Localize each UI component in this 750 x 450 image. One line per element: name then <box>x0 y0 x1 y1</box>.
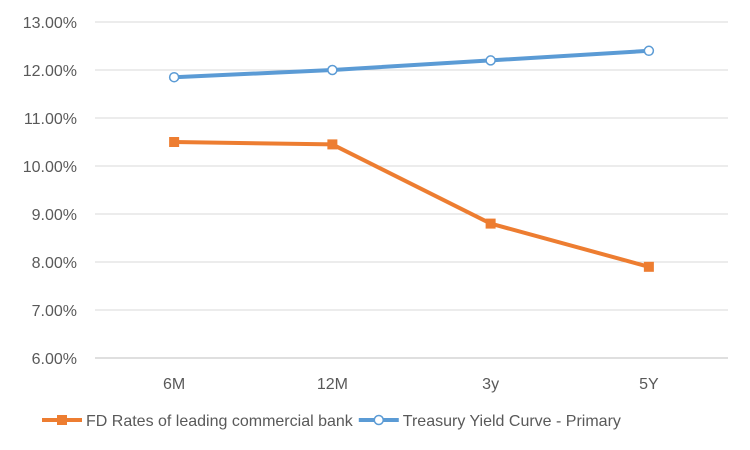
legend-marker <box>57 415 67 425</box>
legend-label: FD Rates of leading commercial bank <box>86 413 354 430</box>
data-point <box>485 218 496 229</box>
y-tick-label: 10.00% <box>23 159 77 176</box>
legend-item: FD Rates of leading commercial bank <box>42 413 354 430</box>
data-point <box>169 137 180 147</box>
series-line <box>172 48 651 80</box>
x-tick-label: 6M <box>163 376 185 393</box>
legend-label: Treasury Yield Curve - Primary <box>403 413 621 430</box>
data-point <box>168 71 180 83</box>
legend: FD Rates of leading commercial bank Treas… <box>42 413 621 430</box>
series-line <box>172 140 651 269</box>
x-tick-label: 3y <box>482 376 499 393</box>
y-axis: 6.00% 7.00% 8.00% 9.00% 10.00% 11.00% 12.00% 13… <box>23 15 77 368</box>
y-tick-label: 13.00% <box>23 15 77 32</box>
legend-item: Treasury Yield Curve - Primary <box>358 413 621 430</box>
data-point <box>643 45 655 57</box>
legend-marker <box>373 414 385 426</box>
y-tick-label: 12.00% <box>23 63 77 80</box>
data-point <box>327 64 338 76</box>
data-point <box>327 139 338 150</box>
y-tick-label: 6.00% <box>32 351 77 368</box>
x-axis: 6M 12M 3y 5Y <box>163 376 659 393</box>
y-tick-label: 7.00% <box>32 303 77 320</box>
gridlines <box>95 21 728 359</box>
y-tick-label: 11.00% <box>24 111 77 128</box>
series-layer <box>168 45 655 272</box>
series-1 <box>168 45 655 83</box>
y-tick-label: 9.00% <box>32 207 77 224</box>
data-point <box>485 55 496 66</box>
x-tick-label: 12M <box>317 376 348 393</box>
series-0 <box>169 137 654 272</box>
data-point <box>643 261 654 272</box>
x-tick-label: 5Y <box>639 376 659 393</box>
y-tick-label: 8.00% <box>32 255 77 272</box>
